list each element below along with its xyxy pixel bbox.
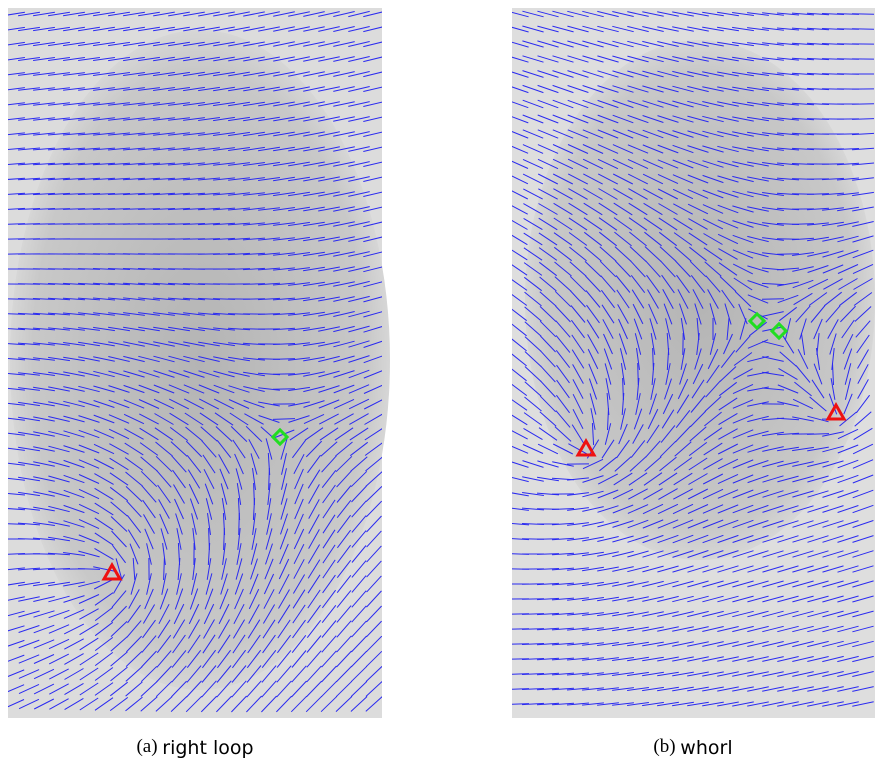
- orientation-line: [273, 374, 295, 375]
- panel-caption: whorl: [680, 737, 732, 759]
- caption-a: (a) right loop: [136, 736, 253, 758]
- orientation-line: [239, 513, 240, 535]
- figure: (a) right loop (b) whorl: [0, 0, 875, 765]
- panel-b: [507, 8, 875, 718]
- panel-label: (b): [653, 736, 675, 757]
- panel-label: (a): [136, 736, 157, 757]
- panel-caption: right loop: [162, 737, 253, 759]
- page: (a) right loop (b) whorl (() => { const …: [0, 0, 875, 765]
- panel-a: [3, 8, 390, 718]
- caption-b: (b) whorl: [653, 736, 732, 758]
- orientation-line: [762, 299, 784, 300]
